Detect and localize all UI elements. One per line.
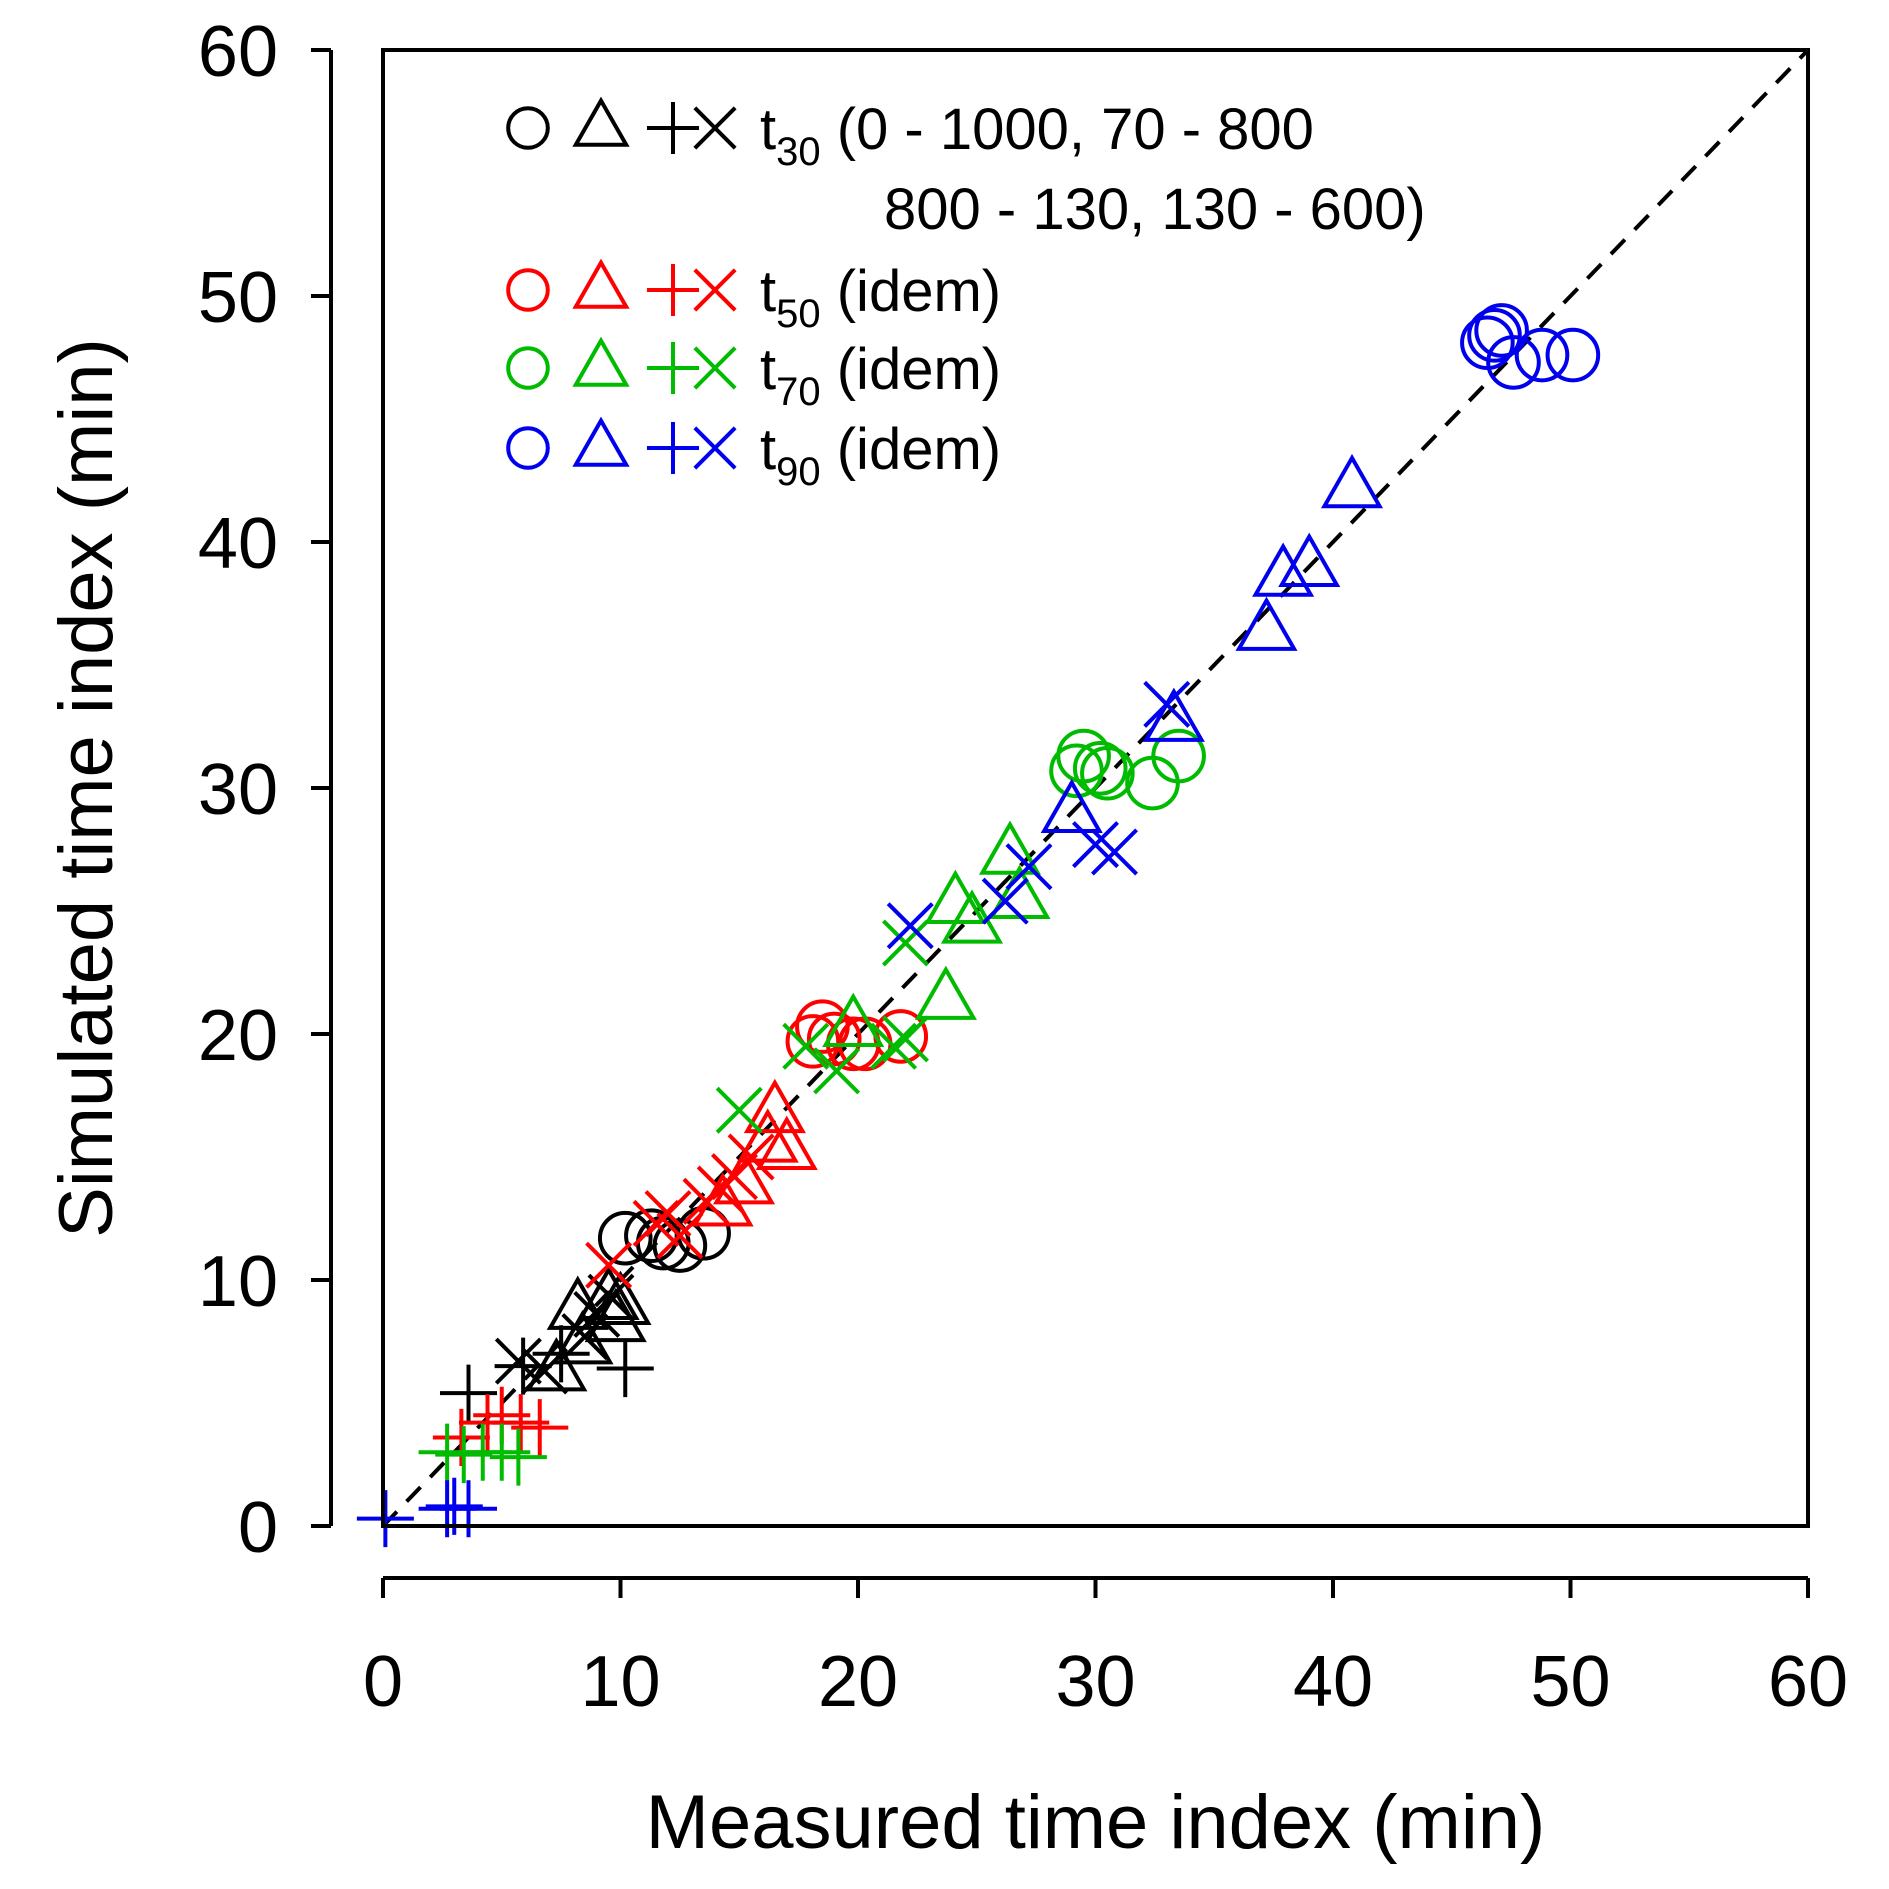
t70-triangle-point bbox=[914, 965, 977, 1020]
t70-circle-point bbox=[1072, 741, 1128, 796]
t70-plus-point bbox=[489, 1428, 547, 1486]
legend-circle-icon bbox=[506, 268, 550, 312]
x-tick-label: 60 bbox=[1768, 1642, 1848, 1722]
t90-cross-point bbox=[1005, 843, 1053, 891]
t30-cross-point bbox=[561, 1313, 609, 1361]
t70-triangle-point bbox=[940, 889, 1004, 944]
plot-frame bbox=[381, 48, 1810, 1528]
legend-plus-icon bbox=[646, 421, 700, 475]
legend-triangle-icon bbox=[572, 96, 630, 147]
y-tick-label: 40 bbox=[198, 504, 278, 584]
t90-cross-point bbox=[1091, 828, 1138, 876]
x-tick-label: 30 bbox=[1055, 1642, 1135, 1722]
x-tick-label: 0 bbox=[363, 1642, 403, 1722]
t90-circle-point bbox=[1486, 335, 1541, 390]
t50-plus-point bbox=[511, 1399, 569, 1457]
t50-cross-point bbox=[727, 1133, 775, 1181]
t70-cross-point bbox=[882, 919, 929, 967]
y-tick-label: 50 bbox=[198, 258, 278, 338]
t50-triangle-point bbox=[755, 1115, 818, 1170]
t90-triangle-point bbox=[1278, 532, 1341, 587]
t30-triangle-point bbox=[577, 1265, 640, 1321]
legend-plus-icon bbox=[646, 101, 700, 155]
t90-cross-point bbox=[981, 877, 1029, 925]
legend-item-t50: t50 (idem) bbox=[506, 258, 1001, 336]
data-points bbox=[356, 303, 1601, 1548]
t70-triangle-point bbox=[978, 820, 1042, 875]
y-tick-label: 0 bbox=[238, 1488, 278, 1568]
legend-circle-icon bbox=[506, 346, 550, 390]
t90-triangle-point bbox=[1040, 778, 1103, 833]
t90-circle-point bbox=[1545, 327, 1601, 383]
x-axis: 0 10 20 30 40 50 60 bbox=[363, 1576, 1848, 1722]
legend-circle-icon bbox=[506, 106, 550, 150]
legend-label: t30 (0 - 1000, 70 - 800 bbox=[760, 97, 1314, 174]
t70-triangle-point bbox=[822, 992, 885, 1047]
t50-cross-point bbox=[585, 1241, 633, 1289]
y-axis: 0 10 20 30 40 50 60 bbox=[198, 12, 333, 1568]
t90-cross-point bbox=[1072, 821, 1119, 869]
legend-triangle-icon bbox=[572, 416, 630, 467]
t70-circle-point bbox=[1125, 755, 1180, 811]
legend-label: t70 (idem) bbox=[760, 337, 1001, 414]
legend-cross-icon bbox=[693, 106, 737, 150]
y-tick-label: 20 bbox=[198, 996, 278, 1076]
t90-plus-point bbox=[356, 1490, 414, 1548]
legend-plus-icon bbox=[646, 263, 700, 317]
legend-label: t90 (idem) bbox=[760, 417, 1001, 494]
y-axis-title: Simulated time index (min) bbox=[44, 338, 129, 1238]
t50-cross-point bbox=[711, 1153, 758, 1201]
t70-cross-point bbox=[870, 1022, 918, 1070]
t90-triangle-point bbox=[1235, 596, 1298, 651]
y-tick-label: 30 bbox=[198, 750, 278, 830]
t30-plus-point bbox=[439, 1364, 498, 1422]
t50-cross-point bbox=[656, 1212, 704, 1260]
legend-label-continuation: 800 - 130, 130 - 600) bbox=[884, 177, 1426, 242]
t50-triangle-point bbox=[736, 1108, 799, 1163]
t70-cross-point bbox=[813, 1047, 861, 1095]
t90-triangle-point bbox=[1142, 687, 1205, 742]
t90-triangle-point bbox=[1252, 542, 1315, 597]
t50-circle-point bbox=[806, 1011, 862, 1067]
t30-circle-point bbox=[597, 1210, 653, 1266]
legend-label: t50 (idem) bbox=[760, 259, 1001, 336]
t30-triangle-point bbox=[551, 1309, 614, 1365]
x-tick-label: 50 bbox=[1530, 1642, 1610, 1722]
t90-cross-point bbox=[1143, 680, 1191, 728]
t30-plus-point bbox=[596, 1340, 654, 1398]
y-tick-label: 60 bbox=[198, 12, 278, 92]
t50-cross-point bbox=[644, 1190, 692, 1238]
legend-plus-icon bbox=[646, 341, 700, 395]
t90-triangle-point bbox=[1320, 453, 1384, 509]
t70-circle-point bbox=[1080, 745, 1135, 801]
t90-circle-point bbox=[1474, 303, 1529, 358]
legend-triangle-icon bbox=[572, 336, 630, 387]
t30-cross-point bbox=[521, 1347, 568, 1395]
t90-cross-point bbox=[886, 902, 934, 950]
t90-circle-point bbox=[1514, 327, 1570, 383]
legend-cross-icon bbox=[693, 268, 737, 312]
t70-circle-point bbox=[1151, 728, 1206, 784]
legend-item-t70: t70 (idem) bbox=[506, 336, 1001, 414]
t70-cross-point bbox=[882, 1015, 929, 1063]
x-tick-label: 20 bbox=[818, 1642, 898, 1722]
x-tick-label: 10 bbox=[580, 1642, 660, 1722]
legend-circle-icon bbox=[506, 426, 550, 470]
legend-triangle-icon bbox=[572, 258, 630, 309]
t70-cross-point bbox=[715, 1086, 763, 1134]
legend-item-t90: t90 (idem) bbox=[506, 416, 1001, 494]
y-tick-label: 10 bbox=[198, 1242, 278, 1322]
legend-cross-icon bbox=[693, 426, 737, 470]
legend-cross-icon bbox=[693, 346, 737, 390]
t30-cross-point bbox=[494, 1337, 542, 1385]
t70-cross-point bbox=[782, 1022, 830, 1070]
t90-circle-point bbox=[1467, 308, 1522, 363]
x-axis-title: Measured time index (min) bbox=[646, 1780, 1546, 1865]
t50-triangle-point bbox=[743, 1078, 806, 1134]
t70-plus-point bbox=[473, 1423, 531, 1481]
x-tick-label: 40 bbox=[1293, 1642, 1373, 1722]
